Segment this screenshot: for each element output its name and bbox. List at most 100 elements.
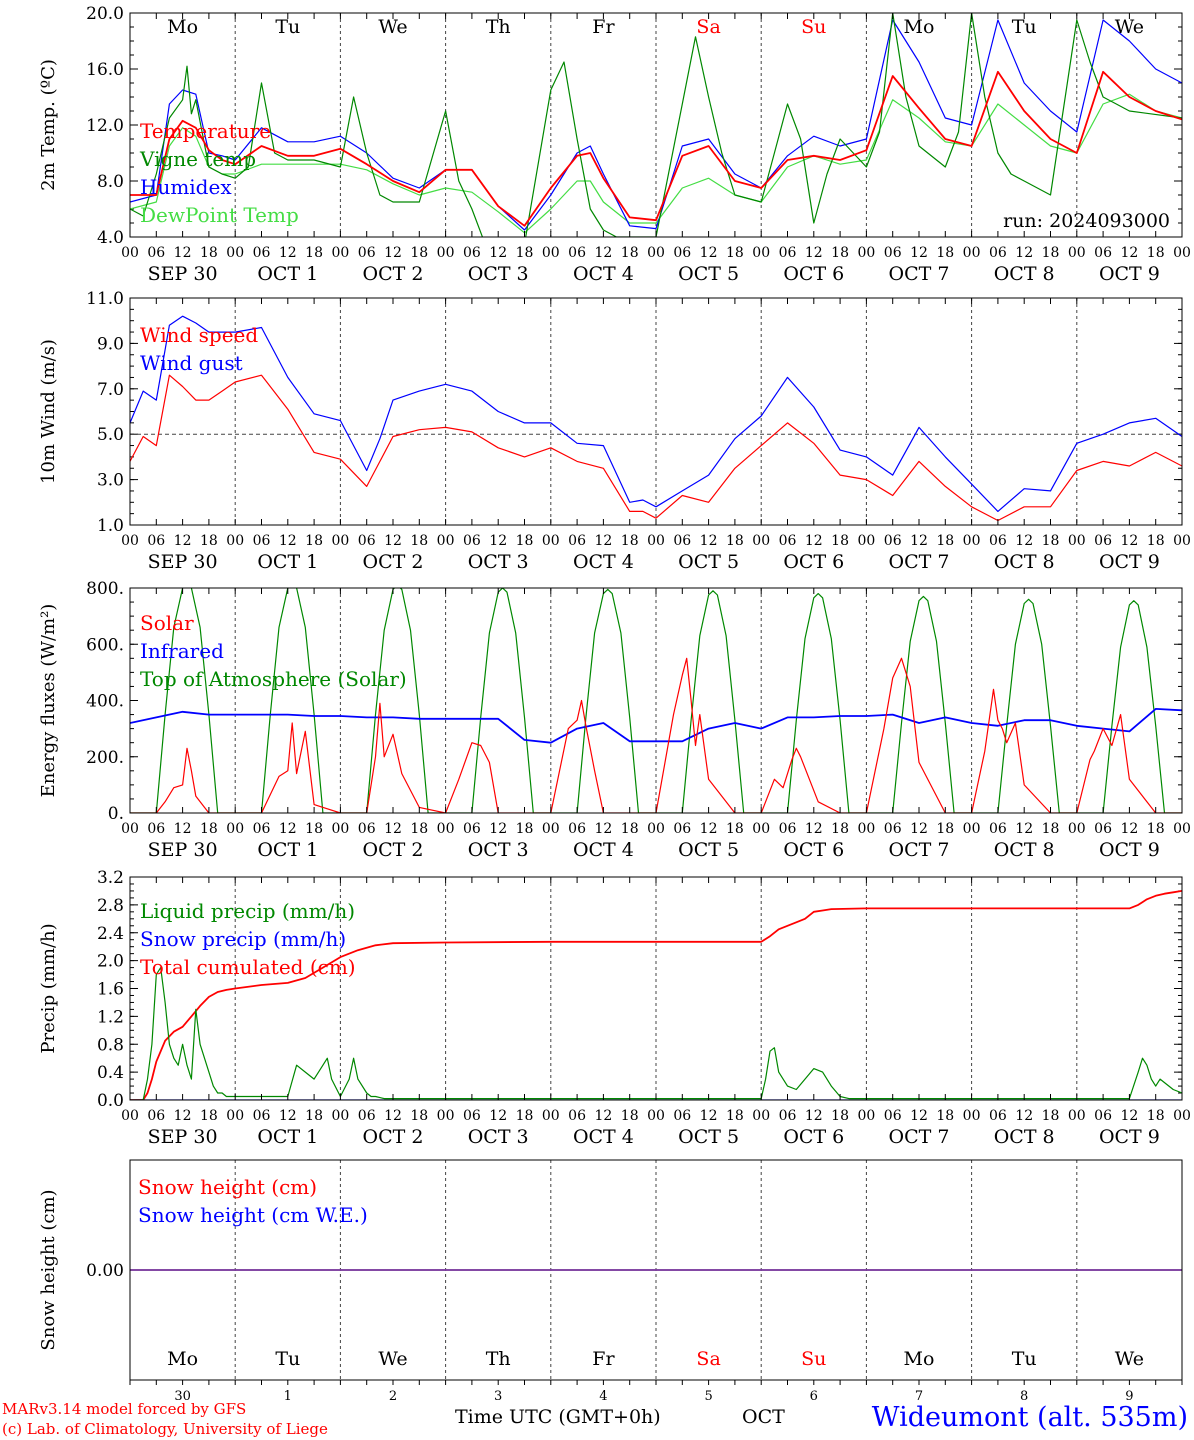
y-tick-label: 4.0 (97, 228, 124, 248)
hour-tick-label: 12 (910, 245, 928, 261)
hour-tick-label: 00 (437, 245, 455, 261)
hour-tick-label: 06 (358, 245, 376, 261)
hour-tick-label: 06 (989, 1108, 1007, 1124)
y-tick-label: 2.4 (97, 924, 124, 944)
hour-tick-label: 06 (779, 821, 797, 837)
legend-entry: Top of Atmosphere (Solar) (140, 667, 407, 691)
date-label: OCT 3 (468, 839, 529, 861)
y-tick-label: 0.0 (97, 1091, 124, 1111)
date-label: OCT 2 (363, 839, 424, 861)
hour-tick-label: 12 (174, 1108, 192, 1124)
hour-tick-label: 18 (831, 821, 849, 837)
hour-tick-label: 18 (516, 1108, 534, 1124)
legend-entry: Liquid precip (mm/h) (140, 899, 355, 923)
hour-tick-label: 12 (1015, 821, 1033, 837)
y-tick-label: 9.0 (97, 334, 124, 354)
y-tick-label: 0.4 (97, 1063, 124, 1083)
hour-tick-label: 06 (673, 245, 691, 261)
day-name-label: Th (486, 1348, 511, 1370)
hour-tick-label: 00 (331, 1108, 349, 1124)
date-label: OCT 5 (678, 551, 739, 573)
hour-tick-label: 12 (594, 533, 612, 549)
hour-tick-label: 18 (305, 1108, 323, 1124)
hour-tick-label: 18 (1042, 245, 1060, 261)
hour-tick-label: 00 (226, 1108, 244, 1124)
hour-tick-label: 00 (1068, 821, 1086, 837)
hour-tick-label: 18 (1042, 533, 1060, 549)
series-group (130, 13, 1182, 237)
legend-entry: Wind speed (140, 323, 258, 347)
hour-tick-label: 06 (673, 821, 691, 837)
hour-tick-label: 18 (200, 1108, 218, 1124)
hour-tick-label: 18 (1042, 1108, 1060, 1124)
plot-frame (129, 587, 1183, 814)
y-axis-label: 10m Wind (m/s) (38, 339, 59, 484)
day-name-label: Tu (275, 1348, 300, 1370)
y-tick-label: 7.0 (97, 380, 124, 400)
date-label: OCT 4 (573, 263, 634, 285)
legend-entry: Snow height (cm) (138, 1175, 317, 1199)
y-tick-label: 0.00 (86, 1261, 124, 1281)
date-label: OCT 6 (783, 263, 844, 285)
date-label: OCT 7 (889, 839, 950, 861)
y-tick-label: 1.6 (97, 980, 124, 1000)
hour-tick-label: 06 (147, 821, 165, 837)
day-name-label: Tu (1012, 16, 1037, 38)
hour-tick-label: 12 (489, 1108, 507, 1124)
hour-tick-label: 18 (516, 533, 534, 549)
hour-tick-label: 12 (1120, 533, 1138, 549)
legend-entry: Humidex (140, 175, 232, 199)
hour-tick-label: 12 (805, 1108, 823, 1124)
date-label: OCT 1 (257, 1126, 318, 1148)
date-label: OCT 6 (783, 551, 844, 573)
hour-tick-label: 00 (542, 245, 560, 261)
hour-tick-label: 06 (673, 533, 691, 549)
day-number-label: 3 (494, 1389, 502, 1404)
hour-tick-label: 12 (594, 1108, 612, 1124)
panel-snow: 0.00 Snow height (cm) Snow height (cm) Snow… (38, 1159, 1183, 1404)
hour-tick-label: 18 (200, 245, 218, 261)
time-axis-label: Time UTC (GMT+0h) (455, 1406, 661, 1428)
hour-tick-label: 00 (963, 245, 981, 261)
hour-tick-label: 00 (226, 245, 244, 261)
y-tick-label: 3.0 (97, 471, 124, 491)
hour-tick-label: 00 (121, 1108, 139, 1124)
hour-tick-label: 12 (279, 1108, 297, 1124)
y-tick-label: 1.2 (97, 1007, 124, 1027)
credit-lab: (c) Lab. of Climatology, University of L… (2, 1420, 328, 1438)
day-name-label: Mo (167, 1348, 198, 1370)
day-name-label: Mo (904, 1348, 935, 1370)
hour-tick-label: 18 (410, 245, 428, 261)
date-label: OCT 9 (1099, 263, 1160, 285)
hour-tick-label: 18 (621, 533, 639, 549)
hour-tick-label: 18 (305, 821, 323, 837)
y-axis-label: 2m Temp. (ºC) (38, 59, 59, 191)
hour-tick-label: 18 (726, 821, 744, 837)
hour-tick-label: 00 (121, 821, 139, 837)
hour-tick-label: 06 (884, 245, 902, 261)
hour-tick-label: 06 (463, 821, 481, 837)
day-number-label: 30 (174, 1389, 191, 1404)
day-number-label: 7 (915, 1389, 923, 1404)
date-label: OCT 4 (573, 1126, 634, 1148)
hour-tick-label: 06 (779, 245, 797, 261)
hour-tick-label: 12 (805, 533, 823, 549)
hour-tick-label: 06 (884, 1108, 902, 1124)
legend-entry: Vigne temp (139, 147, 256, 171)
series-line-total-cumulated-cm- (130, 890, 1182, 1100)
legend-entry: Solar (140, 611, 194, 635)
hour-tick-label: 12 (384, 821, 402, 837)
hour-tick-label: 00 (542, 1108, 560, 1124)
day-number-label: 2 (389, 1389, 397, 1404)
date-label: OCT 7 (889, 263, 950, 285)
y-tick-label: 20.0 (86, 4, 124, 24)
hour-tick-label: 06 (253, 245, 271, 261)
day-name-label: Su (801, 1348, 826, 1370)
date-label: OCT 1 (257, 551, 318, 573)
y-tick-label: 3.2 (97, 868, 124, 888)
hour-tick-label: 00 (647, 533, 665, 549)
hour-tick-label: 18 (936, 533, 954, 549)
date-label: OCT 8 (994, 551, 1055, 573)
date-label: OCT 5 (678, 263, 739, 285)
day-number-label: 8 (1020, 1389, 1028, 1404)
